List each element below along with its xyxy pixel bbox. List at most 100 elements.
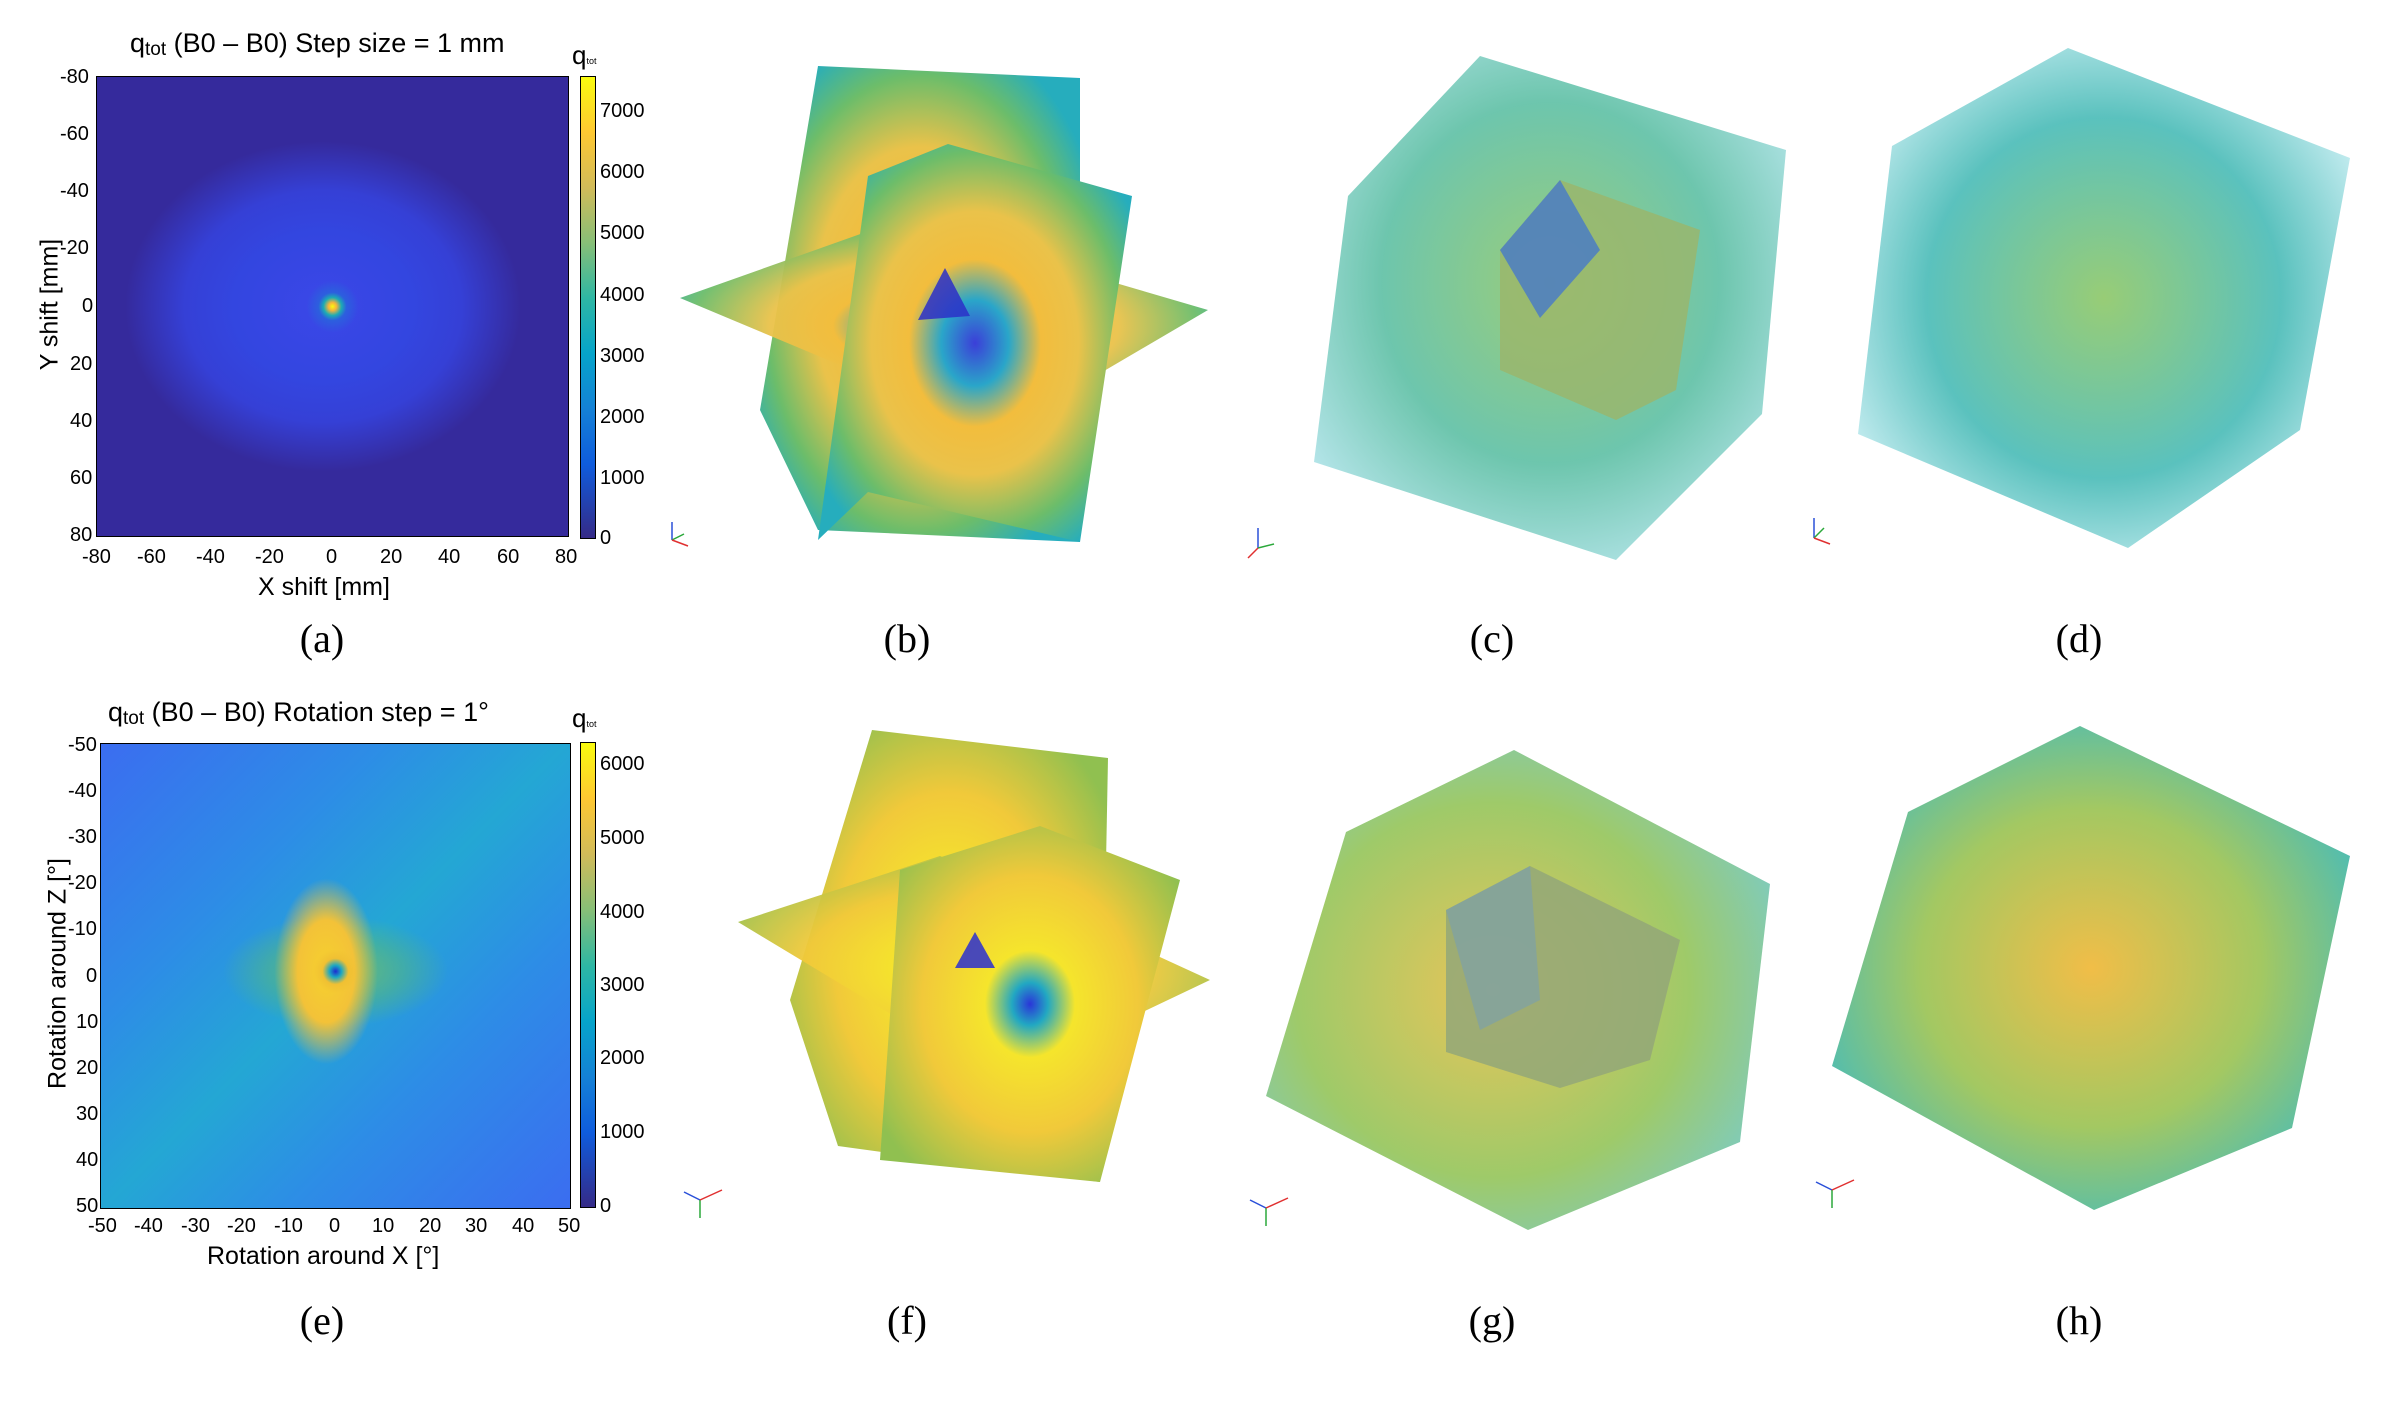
cbar-tick: 6000 xyxy=(600,753,645,775)
xtick: 20 xyxy=(380,546,403,568)
triad-c xyxy=(1247,528,1275,559)
triad-g xyxy=(1249,1197,1289,1226)
ytick: 10 xyxy=(76,1011,99,1033)
triad-h xyxy=(1815,1179,1855,1208)
ytick: -40 xyxy=(60,180,89,202)
ytick: -20 xyxy=(68,872,97,894)
slice-triangle-center xyxy=(955,932,995,968)
panel-g-volume xyxy=(1266,750,1770,1230)
ytick: -80 xyxy=(60,66,89,88)
xtick: 20 xyxy=(419,1215,442,1237)
cbar-tick: 1000 xyxy=(600,1121,645,1143)
xtick: 30 xyxy=(465,1215,488,1237)
ytick: -30 xyxy=(68,826,97,848)
triad-b xyxy=(671,522,689,547)
ytick: 0 xyxy=(82,295,94,317)
cube-outer xyxy=(1266,750,1770,1230)
ytick: 40 xyxy=(76,1149,99,1171)
cbar-tick: 2000 xyxy=(600,406,645,428)
panel-e-title: qtot (B0 – B0) Rotation step = 1° xyxy=(108,697,489,729)
ytick: -10 xyxy=(68,918,97,940)
panel-a-colorbar-label: qtot xyxy=(572,40,597,70)
caption-c: (c) xyxy=(1469,616,1515,661)
cbar-tick: 2000 xyxy=(600,1047,645,1069)
panel-c-volume xyxy=(1314,56,1786,560)
xtick: 40 xyxy=(438,546,461,568)
slice-vertical-front xyxy=(818,144,1132,542)
panel-a-heatmap xyxy=(96,76,569,537)
panel-d-volume xyxy=(1858,48,2350,548)
ytick: 20 xyxy=(70,353,93,375)
ytick: 40 xyxy=(70,410,93,432)
ytick: 80 xyxy=(70,524,93,546)
cube-outer xyxy=(1858,48,2350,548)
cbar-tick: 5000 xyxy=(600,827,645,849)
xtick: 80 xyxy=(555,546,578,568)
xtick: -60 xyxy=(137,546,166,568)
xtick: 10 xyxy=(372,1215,395,1237)
caption-g: (g) xyxy=(1468,1298,1516,1343)
ytick: -50 xyxy=(68,734,97,756)
xtick: -30 xyxy=(181,1215,210,1237)
triad-f xyxy=(683,1189,723,1218)
xtick: -40 xyxy=(196,546,225,568)
xtick: -50 xyxy=(88,1215,117,1237)
cube-outer xyxy=(1314,56,1786,560)
slice-vertical-front xyxy=(880,826,1180,1182)
ytick: -20 xyxy=(60,237,89,259)
xtick: 40 xyxy=(512,1215,535,1237)
panel-e-ylabel: Rotation around Z [°] xyxy=(43,858,72,1089)
cube-inner xyxy=(1500,180,1700,420)
xtick: 50 xyxy=(558,1215,581,1237)
cbar-tick: 4000 xyxy=(600,284,645,306)
panel-e-colorbar xyxy=(580,742,596,1208)
triad-d xyxy=(1813,518,1831,545)
panel-a-title: qtot (B0 – B0) Step size = 1 mm xyxy=(130,28,505,60)
cbar-tick: 0 xyxy=(600,527,612,549)
caption-a: (a) xyxy=(299,616,345,661)
cbar-tick: 7000 xyxy=(600,100,645,122)
xtick: -80 xyxy=(82,546,111,568)
cbar-tick: 5000 xyxy=(600,222,645,244)
caption-b: (b) xyxy=(883,616,931,661)
xtick: -40 xyxy=(134,1215,163,1237)
panel-a-xlabel: X shift [mm] xyxy=(258,573,390,601)
panel-a-colorbar xyxy=(580,76,596,539)
slice-vertical-back xyxy=(790,730,1108,1182)
caption-h: (h) xyxy=(2055,1298,2103,1343)
xtick: -20 xyxy=(227,1215,256,1237)
cube-inner-face xyxy=(1446,866,1540,1030)
caption-d: (d) xyxy=(2055,616,2103,661)
ytick: 20 xyxy=(76,1057,99,1079)
panel-a-ylabel: Y shift [mm] xyxy=(35,238,64,371)
cube-outer xyxy=(1832,726,2350,1210)
ytick: 30 xyxy=(76,1103,99,1125)
cbar-tick: 3000 xyxy=(600,974,645,996)
panel-b-volume xyxy=(680,66,1208,542)
slice-triangle-center xyxy=(918,268,970,320)
xtick: 0 xyxy=(326,546,338,568)
cube-inner xyxy=(1446,866,1680,1088)
xtick: 0 xyxy=(329,1215,341,1237)
cbar-tick: 3000 xyxy=(600,345,645,367)
ytick: 50 xyxy=(76,1195,99,1217)
cube-inner-face xyxy=(1500,180,1600,318)
slice-vertical-back xyxy=(760,66,1080,542)
xtick: 60 xyxy=(497,546,520,568)
cbar-tick: 4000 xyxy=(600,901,645,923)
panel-h-volume xyxy=(1832,726,2350,1210)
xtick: -20 xyxy=(255,546,284,568)
caption-e: (e) xyxy=(299,1298,345,1343)
ytick: 0 xyxy=(86,965,98,987)
xtick: -10 xyxy=(274,1215,303,1237)
panel-e-colorbar-label: qtot xyxy=(572,703,597,733)
cbar-tick: 1000 xyxy=(600,467,645,489)
panel-e-heatmap xyxy=(100,743,571,1209)
slice-horizontal xyxy=(738,856,1210,1080)
slice-horizontal xyxy=(680,220,1208,432)
ytick: -40 xyxy=(68,780,97,802)
panel-e-xlabel: Rotation around X [°] xyxy=(207,1242,440,1270)
ytick: -60 xyxy=(60,123,89,145)
cbar-tick: 6000 xyxy=(600,161,645,183)
panel-f-volume xyxy=(738,730,1210,1182)
